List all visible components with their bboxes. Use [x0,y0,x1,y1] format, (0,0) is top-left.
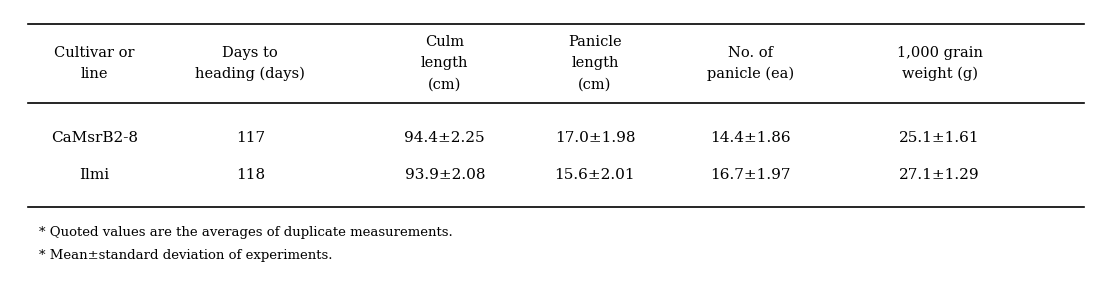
Text: 14.4±1.86: 14.4±1.86 [711,131,791,145]
Text: 118: 118 [236,168,265,182]
Text: * Mean±standard deviation of experiments.: * Mean±standard deviation of experiments… [39,249,332,262]
Text: 93.9±2.08: 93.9±2.08 [405,168,485,182]
Text: 94.4±2.25: 94.4±2.25 [405,131,485,145]
Text: 1,000 grain: 1,000 grain [896,46,983,60]
Text: 25.1±1.61: 25.1±1.61 [900,131,980,145]
Text: Culm: Culm [425,35,465,49]
Text: 27.1±1.29: 27.1±1.29 [900,168,980,182]
Text: length: length [572,56,618,70]
Text: (cm): (cm) [578,78,612,92]
Text: Cultivar or: Cultivar or [54,46,135,60]
Text: weight (g): weight (g) [902,67,977,81]
Text: Days to: Days to [222,46,278,60]
Text: 16.7±1.97: 16.7±1.97 [711,168,791,182]
Text: Ilmi: Ilmi [79,168,110,182]
Text: length: length [421,56,468,70]
Text: CaMsrB2-8: CaMsrB2-8 [51,131,138,145]
Text: panicle (ea): panicle (ea) [707,67,794,81]
Text: 17.0±1.98: 17.0±1.98 [555,131,635,145]
Text: Panicle: Panicle [568,35,622,49]
Text: heading (days): heading (days) [196,67,305,81]
Text: * Quoted values are the averages of duplicate measurements.: * Quoted values are the averages of dupl… [39,226,453,239]
Text: 117: 117 [236,131,265,145]
Text: 15.6±2.01: 15.6±2.01 [555,168,635,182]
Text: line: line [81,67,108,81]
Text: (cm): (cm) [428,78,461,92]
Text: No. of: No. of [728,46,773,60]
